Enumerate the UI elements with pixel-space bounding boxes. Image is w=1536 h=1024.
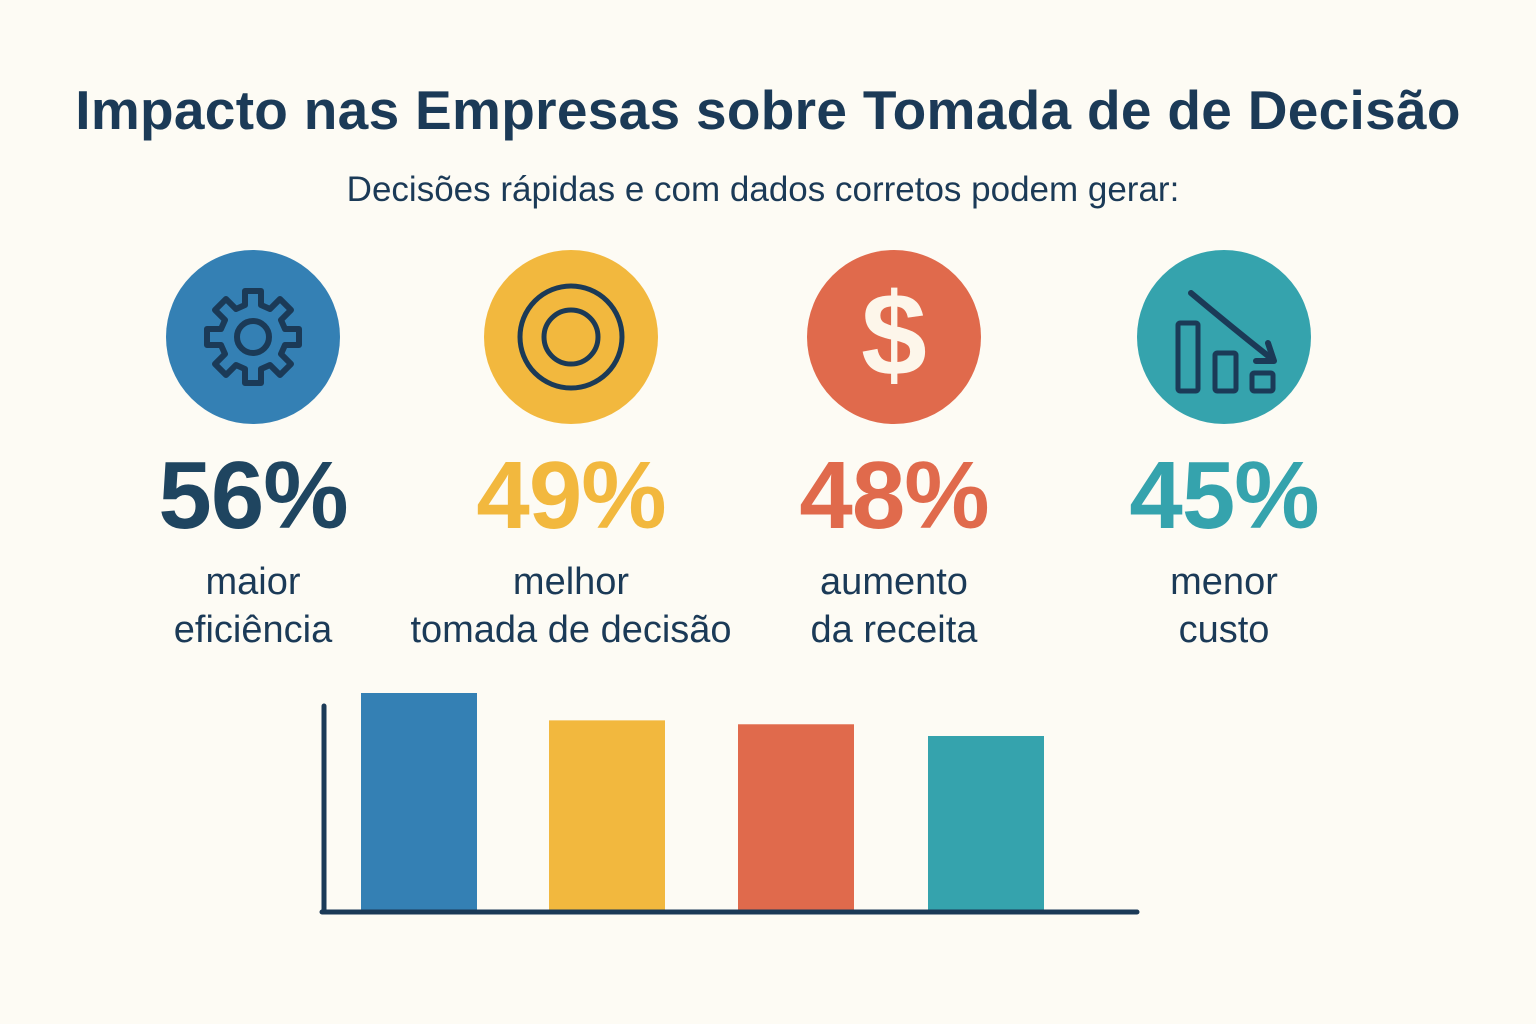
stat-label-line1: aumento (820, 561, 968, 603)
stat-value: 48% (799, 442, 989, 549)
stat-label-line1: menor (1170, 561, 1278, 603)
page-title: Impacto nas Empresas sobre Tomada de de … (75, 79, 1461, 141)
icon-badge-teal (1137, 250, 1311, 424)
svg-text:$: $ (861, 277, 927, 397)
dollar-icon: $ (861, 277, 927, 397)
bar-2 (549, 720, 665, 910)
stat-label-line2: tomada de decisão (410, 609, 732, 651)
stat-label: aumento da receita (694, 558, 1094, 654)
bar-3 (738, 724, 854, 910)
chart-down-icon (1175, 290, 1277, 394)
stat-value: 49% (476, 442, 666, 549)
stat-label-line1: melhor (512, 561, 630, 603)
icon-badge-yellow (484, 250, 658, 424)
stat-label: maior eficiência (53, 558, 453, 654)
stat-label: melhor tomada de decisão (371, 558, 771, 654)
stat-decision: 49% melhor tomada de decisão (371, 250, 771, 654)
target-icon (517, 283, 625, 391)
stat-label-line2: custo (1178, 609, 1270, 651)
icon-badge-orange: $ (807, 250, 981, 424)
stat-value: 45% (1129, 442, 1319, 549)
gear-icon (204, 288, 302, 386)
bar-group (361, 693, 1044, 910)
stat-efficiency: 56% maior eficiência (53, 250, 453, 654)
stat-label-line2: da receita (810, 609, 978, 651)
bar-4 (928, 736, 1044, 910)
stat-label: menor custo (1024, 558, 1424, 654)
stat-value: 56% (158, 442, 348, 549)
stat-label-line1: maior (205, 561, 301, 603)
bar-1 (361, 693, 477, 910)
stat-label-line2: eficiência (173, 609, 333, 651)
icon-badge-blue (166, 250, 340, 424)
page-subtitle: Decisões rápidas e com dados corretos po… (346, 170, 1180, 209)
stat-revenue: $ 48% aumento da receita (694, 250, 1094, 654)
stat-cost: 45% menor custo (1024, 250, 1424, 654)
